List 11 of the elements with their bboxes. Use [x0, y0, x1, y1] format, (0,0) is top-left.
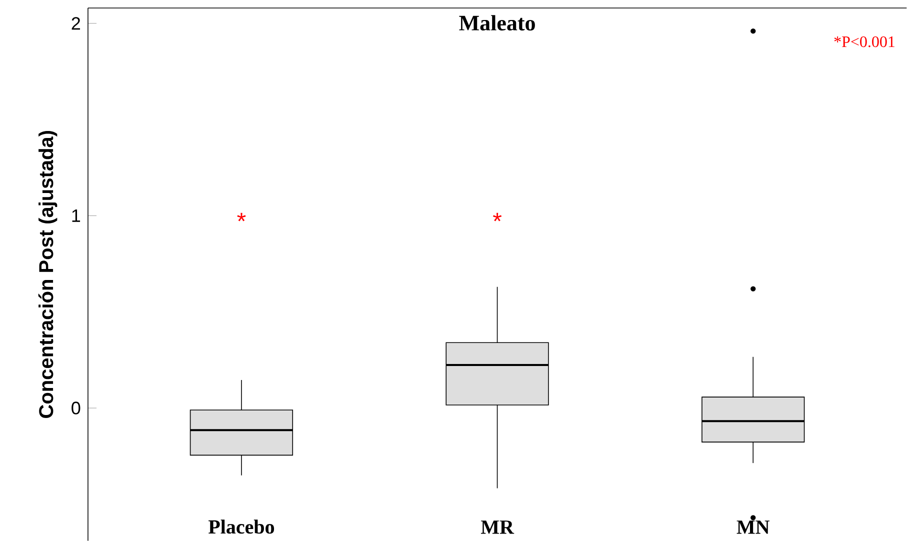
x-tick-label: MN — [736, 520, 770, 534]
y-tick-label: 2 — [72, 17, 80, 30]
y-tick-label: 1 — [72, 209, 80, 222]
annotation: *P<0.001 — [834, 36, 894, 48]
y-tick-label: 0 — [72, 402, 80, 414]
annotation: * — [492, 212, 502, 222]
chart-title: Maleato — [459, 14, 535, 30]
x-tick-label: MR — [480, 520, 514, 534]
y-axis-title: Concentración Post (ajustada) — [38, 130, 58, 418]
x-tick-label: Placebo — [208, 520, 274, 534]
annotation: * — [237, 212, 246, 222]
